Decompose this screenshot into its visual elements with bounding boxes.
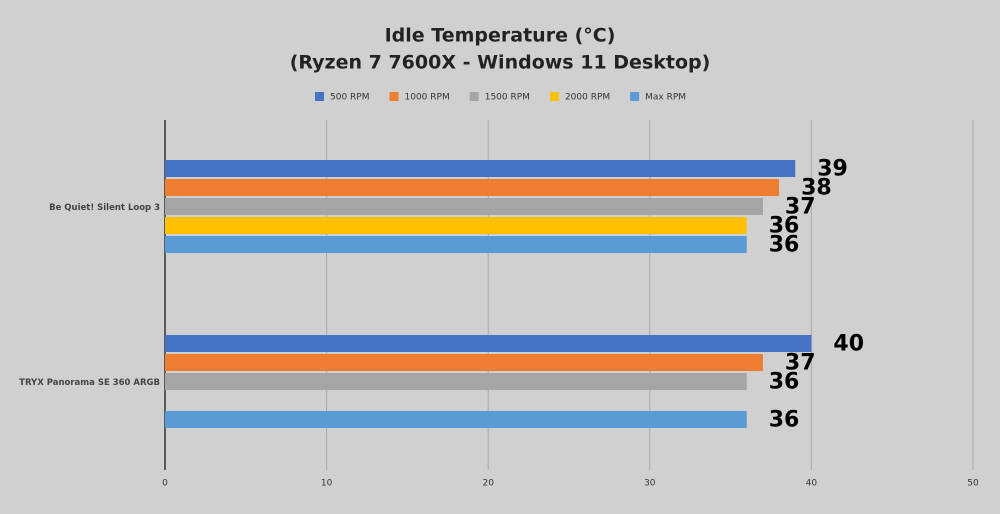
data-label: 40 xyxy=(833,332,864,357)
legend-swatch xyxy=(630,92,640,101)
data-label: 36 xyxy=(769,408,800,433)
legend-label: 500 RPM xyxy=(330,93,370,103)
bar xyxy=(165,160,796,177)
legend: 500 RPM 1000 RPM 1500 RPM 2000 RPM Max RPM xyxy=(315,92,686,103)
legend-swatch xyxy=(315,92,324,101)
data-label: 38 xyxy=(801,176,832,201)
data-label: 39 xyxy=(817,157,848,182)
bar xyxy=(165,217,747,234)
legend-swatch xyxy=(549,92,559,101)
x-tick-label: 20 xyxy=(482,479,494,489)
bar xyxy=(165,198,763,215)
bar xyxy=(165,373,747,390)
data-label: 36 xyxy=(769,214,800,239)
legend-label: 1500 RPM xyxy=(485,93,530,103)
y-tick-label: TRYX Panorama SE 360 ARGB xyxy=(19,378,160,388)
bar xyxy=(165,411,747,428)
legend-swatch xyxy=(469,92,479,101)
data-label: 36 xyxy=(769,233,800,258)
x-tick-label: 10 xyxy=(321,479,333,489)
legend-label: Max RPM xyxy=(645,93,686,103)
chart-title: Idle Temperature (°C) xyxy=(385,25,616,47)
x-tick-label: 0 xyxy=(162,479,168,489)
bar xyxy=(165,354,763,371)
legend-label: 1000 RPM xyxy=(405,93,450,103)
bar xyxy=(165,236,747,253)
data-label: 37 xyxy=(785,195,816,220)
chart-subtitle: (Ryzen 7 7600X - Windows 11 Desktop) xyxy=(290,52,711,74)
x-tick-label: 40 xyxy=(806,479,818,489)
data-label: 37 xyxy=(785,351,816,376)
bar xyxy=(165,335,812,352)
legend-label: 2000 RPM xyxy=(565,93,610,103)
data-label: 36 xyxy=(769,370,800,395)
bar xyxy=(165,179,780,196)
x-tick-label: 50 xyxy=(967,479,979,489)
legend-swatch xyxy=(389,92,399,101)
y-tick-label: Be Quiet! Silent Loop 3 xyxy=(49,203,160,213)
x-tick-label: 30 xyxy=(644,479,656,489)
